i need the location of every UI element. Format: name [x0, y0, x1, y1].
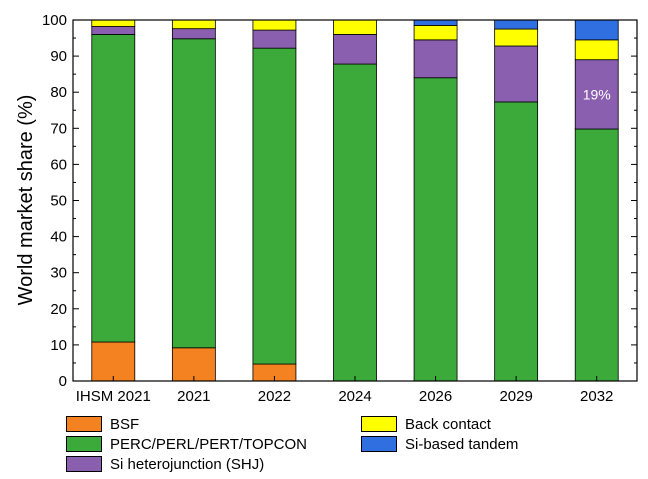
- y-tick-label: 100: [42, 12, 67, 29]
- bar-segment: [171, 38, 216, 349]
- x-tick-label: 2026: [419, 388, 452, 405]
- bar-segment: [91, 19, 136, 27]
- y-tick-label: 80: [50, 84, 67, 101]
- bar-segment: [333, 19, 377, 35]
- y-tick-label: 0: [59, 373, 67, 390]
- y-tick-label: 90: [50, 48, 67, 65]
- x-tick-label: 2022: [258, 388, 291, 405]
- bar-segment: [494, 45, 539, 103]
- bar-segment: [252, 47, 297, 365]
- x-tick-label: IHSM 2021: [76, 388, 151, 405]
- x-tick-label: 2021: [177, 388, 210, 405]
- legend-item: PERC/PERL/PERT/TOPCON: [66, 435, 307, 453]
- x-tick-label: 2029: [499, 388, 532, 405]
- x-tick-label: 2032: [580, 388, 613, 405]
- y-tick-label: 50: [50, 193, 67, 210]
- axis-layer: 0 10 20 30 40 50 60 70 80 90 100 IHSM 2021 2021 2022 2…: [42, 12, 638, 405]
- legend-swatch: [361, 416, 397, 432]
- legend-swatch: [361, 436, 397, 452]
- y-tick-label: 70: [50, 120, 67, 137]
- y-tick-label: 40: [50, 229, 67, 246]
- bar-segment: [494, 19, 539, 30]
- bars-layer: 19%: [91, 19, 619, 382]
- bar-segment: [252, 19, 297, 31]
- bar-segment: [333, 63, 377, 382]
- bar-segment: [574, 39, 619, 61]
- bar-segment: [574, 128, 619, 382]
- bar-segment: [91, 34, 136, 343]
- y-tick-label: 30: [50, 265, 67, 282]
- bar-segment: [413, 77, 458, 382]
- bar-segment: [171, 19, 216, 30]
- bar-segment: [574, 19, 619, 41]
- bar-segment: [171, 347, 216, 382]
- bar-segment: [494, 28, 539, 47]
- legend-label: BSF: [110, 415, 140, 433]
- legend-label: Si heterojunction (SHJ): [110, 455, 265, 473]
- bar-segment: [91, 341, 136, 382]
- legend-item: BSF: [66, 415, 139, 433]
- bar-segment: [413, 19, 458, 26]
- y-tick-label: 60: [50, 156, 67, 173]
- bar-segment: [171, 28, 216, 40]
- bar-segment: [252, 29, 297, 49]
- y-tick-label: 10: [50, 337, 67, 354]
- legend-swatch: [66, 416, 102, 432]
- legend-label: PERC/PERL/PERT/TOPCON: [110, 435, 307, 453]
- legend-swatch: [66, 456, 102, 472]
- bar-segment: [413, 25, 458, 41]
- bar-segment: [333, 34, 377, 65]
- legend-item: Back contact: [361, 415, 491, 433]
- legend-item: Si-based tandem: [361, 435, 518, 453]
- y-axis-title: World market share (%): [15, 95, 37, 306]
- legend-label: Si-based tandem: [405, 435, 519, 453]
- bar-segment: [91, 26, 136, 35]
- bar-segment: [494, 101, 539, 382]
- y-tick-label: 20: [50, 301, 67, 318]
- legend-item: Si heterojunction (SHJ): [66, 455, 264, 473]
- bar-segment: [413, 39, 458, 79]
- legend-swatch: [66, 436, 102, 452]
- legend: BSF PERC/PERL/PERT/TOPCON Si heterojunctio…: [66, 415, 626, 475]
- x-tick-label: 2024: [338, 388, 371, 405]
- legend-label: Back contact: [405, 415, 491, 433]
- data-annotation: 19%: [583, 86, 611, 102]
